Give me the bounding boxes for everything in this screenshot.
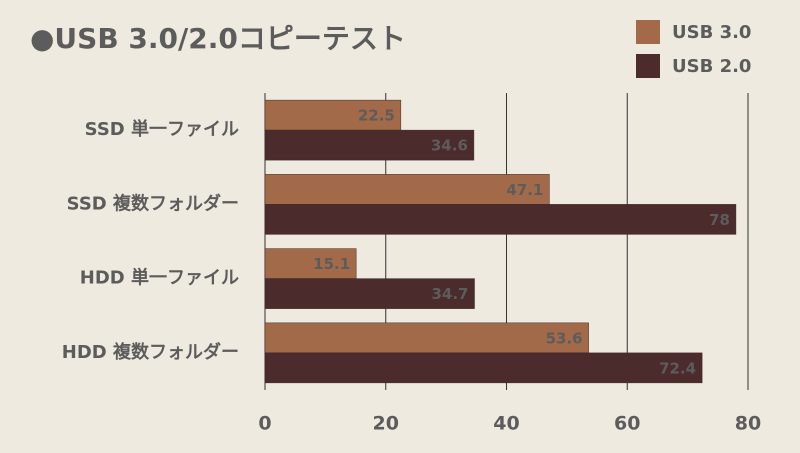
x-tick-label: 60 (614, 413, 640, 435)
y-tick-label: HDD 複数フォルダー (62, 341, 239, 363)
x-tick-label: 80 (735, 413, 761, 435)
legend-label: USB 3.0 (672, 22, 751, 43)
bar (264, 352, 703, 384)
bar (264, 248, 357, 279)
chart-title: ●USB 3.0/2.0コピーテスト (30, 22, 406, 55)
bar (264, 278, 475, 309)
bar (264, 204, 737, 235)
bar (264, 174, 550, 205)
bar (264, 99, 402, 131)
y-tick-label: SSD 単一ファイル (85, 118, 239, 140)
value-label: 53.6 (546, 329, 583, 347)
legend-label: USB 2.0 (672, 56, 751, 77)
value-label: 47.1 (506, 181, 543, 199)
value-label: 15.1 (313, 255, 350, 273)
value-label: 34.6 (431, 137, 468, 155)
value-label: 72.4 (659, 359, 696, 377)
value-label: 22.5 (358, 107, 395, 125)
y-tick-label: HDD 単一ファイル (80, 267, 239, 289)
x-tick-label: 40 (493, 413, 519, 435)
bar (264, 129, 475, 161)
legend-swatch (636, 20, 660, 44)
bar (264, 322, 589, 354)
x-tick-label: 0 (258, 413, 271, 435)
x-tick-label: 20 (373, 413, 399, 435)
value-label: 34.7 (431, 285, 468, 303)
value-label: 78 (709, 211, 730, 229)
y-tick-label: SSD 複数フォルダー (67, 192, 239, 214)
legend-swatch (636, 54, 660, 78)
